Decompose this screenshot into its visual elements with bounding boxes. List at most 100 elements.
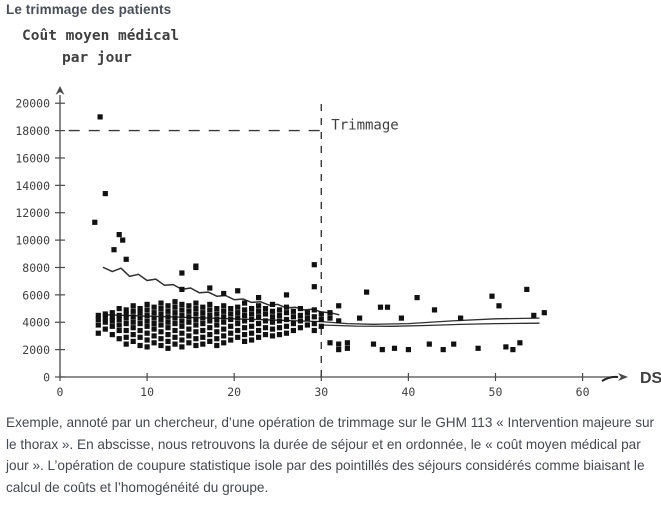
data-point [95, 316, 101, 323]
data-point [144, 337, 150, 343]
data-point [440, 347, 446, 353]
data-point [235, 321, 241, 327]
data-point [242, 332, 248, 338]
y-tick-label: 0 [43, 371, 50, 385]
data-point [179, 330, 185, 336]
data-point [327, 340, 333, 346]
data-point [109, 318, 115, 324]
data-point [123, 321, 129, 327]
data-point [130, 303, 136, 309]
data-point [102, 319, 108, 325]
data-point [269, 314, 276, 320]
data-point [193, 300, 199, 306]
data-point [475, 345, 481, 351]
data-point [172, 341, 178, 347]
data-point [304, 310, 310, 316]
data-point [158, 306, 164, 312]
x-tick-label: 20 [227, 385, 241, 399]
scatter-chart: 0 2000 4000 6000 8000 10000 12000 14000 16000 180… [15, 28, 661, 399]
data-point [144, 312, 150, 318]
data-point [524, 286, 530, 292]
data-point [151, 326, 157, 332]
y-tick-label: 8000 [22, 261, 50, 275]
data-point [228, 330, 234, 336]
data-point [151, 333, 157, 339]
data-point [297, 312, 303, 318]
data-point [214, 322, 220, 328]
data-point [116, 316, 122, 323]
data-point [221, 308, 227, 314]
y-axis-title-line2: par jour [62, 50, 132, 66]
data-point [214, 336, 220, 342]
data-point [221, 314, 227, 320]
data-point [283, 323, 290, 329]
data-point [109, 314, 115, 320]
data-point [172, 315, 178, 321]
data-point [97, 114, 103, 120]
data-point [109, 332, 115, 338]
data-point [165, 338, 171, 344]
data-point [158, 322, 164, 328]
data-point [186, 303, 192, 309]
data-point [256, 295, 262, 301]
data-point [249, 316, 255, 323]
y-tick-label: 12000 [15, 206, 50, 220]
data-point [249, 330, 255, 336]
data-point [186, 333, 192, 339]
data-point [116, 306, 122, 312]
data-point [283, 316, 290, 323]
y-tick-label: 2000 [22, 343, 50, 357]
data-point [458, 315, 464, 321]
data-point [242, 325, 248, 331]
x-tick-label: 60 [576, 385, 590, 399]
data-point [256, 308, 262, 314]
data-point [130, 338, 136, 344]
data-point [130, 332, 136, 338]
data-point [249, 306, 255, 312]
data-point [379, 347, 385, 353]
data-point [311, 327, 317, 334]
data-point [327, 310, 333, 316]
data-point [102, 326, 108, 332]
data-point [311, 314, 317, 320]
data-point [95, 322, 101, 328]
data-point [510, 347, 516, 353]
x-axis-title: DS [640, 370, 661, 387]
data-point [276, 312, 283, 318]
data-point [221, 319, 227, 325]
data-point [193, 264, 199, 271]
data-point [283, 310, 290, 316]
y-axis-title-line1: Coût moyen médical [22, 28, 179, 44]
data-point [165, 319, 171, 325]
data-point [144, 344, 150, 350]
data-point [193, 329, 199, 335]
x-tick-label: 30 [314, 385, 328, 399]
data-point [405, 347, 411, 353]
data-point [207, 318, 213, 324]
data-point [431, 307, 438, 313]
data-point [235, 315, 241, 321]
data-point [531, 312, 537, 318]
data-point [269, 333, 276, 339]
data-point [256, 321, 262, 327]
data-point [137, 342, 143, 349]
data-point [144, 330, 150, 336]
data-point [290, 327, 296, 334]
data-point [269, 326, 276, 332]
data-point [318, 311, 324, 317]
data-point [344, 340, 350, 346]
data-point [235, 310, 241, 316]
data-point [137, 334, 143, 340]
data-point [193, 342, 199, 349]
data-point [221, 303, 227, 309]
data-point [137, 321, 143, 327]
data-point [262, 318, 269, 324]
data-point [214, 342, 220, 349]
data-point [130, 319, 136, 325]
data-point [165, 332, 171, 338]
data-point [123, 315, 129, 321]
data-point [158, 316, 164, 323]
data-point [102, 191, 108, 197]
data-point [151, 310, 157, 316]
